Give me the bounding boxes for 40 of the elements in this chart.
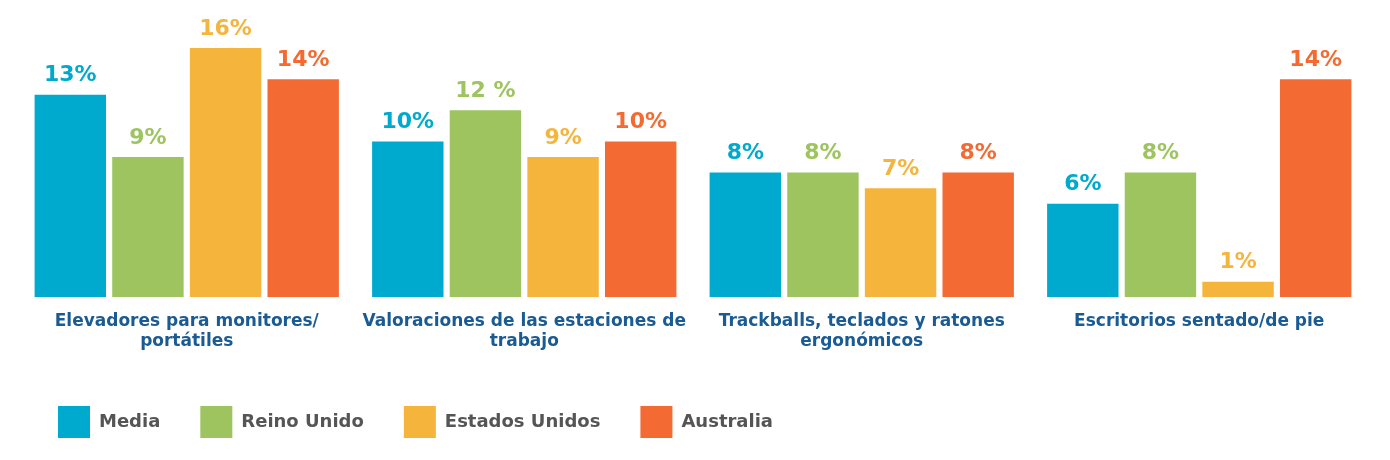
bar	[372, 141, 444, 298]
data-label: 9%	[544, 123, 582, 149]
bar	[1124, 172, 1197, 298]
bar	[942, 172, 1014, 298]
data-label: 14%	[276, 45, 330, 71]
bar	[34, 94, 107, 298]
data-label: 8%	[726, 139, 764, 165]
data-label: 8%	[959, 139, 997, 165]
bar	[1047, 203, 1119, 298]
bar	[1202, 281, 1274, 298]
bar	[787, 172, 859, 298]
data-label: 8%	[1141, 139, 1180, 165]
data-label: 10%	[381, 108, 435, 134]
x-tick-label: Elevadores para monitores/ portátiles	[54, 309, 320, 351]
data-label: 9%	[129, 123, 167, 149]
bar	[112, 157, 184, 298]
bar	[267, 79, 339, 298]
legend-label: Australia	[681, 409, 773, 431]
x-tick-label: Trackballs, teclados y ratones ergonómicos	[718, 309, 1005, 351]
bar	[864, 188, 937, 298]
data-label: 12 %	[455, 77, 516, 103]
legend-label: Reino Unido	[241, 409, 364, 431]
x-tick-label: Escritorios sentado/de pie	[1074, 309, 1325, 330]
data-label: 13%	[43, 61, 97, 87]
data-label: 8%	[804, 139, 842, 165]
bar	[709, 172, 782, 298]
data-label: 14%	[1289, 45, 1343, 71]
data-label: 6%	[1064, 170, 1102, 196]
data-label: 10%	[614, 108, 668, 134]
bar	[189, 48, 262, 298]
bar	[527, 157, 599, 298]
data-label: 1%	[1219, 248, 1257, 274]
data-label: 16%	[199, 14, 252, 40]
x-tick-label: Valoraciones de las estaciones de trabajo	[362, 309, 686, 351]
bar	[449, 110, 522, 298]
data-label: 7%	[881, 154, 920, 180]
legend-label: Media	[99, 409, 161, 431]
bar	[1279, 79, 1352, 298]
bar	[604, 141, 677, 298]
legend-label: Estados Unidos	[444, 409, 601, 431]
